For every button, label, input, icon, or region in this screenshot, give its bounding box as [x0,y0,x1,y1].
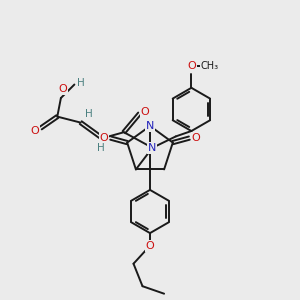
Text: H: H [85,109,93,119]
Text: O: O [30,126,39,136]
Text: H: H [97,143,105,153]
Text: O: O [192,133,200,143]
Text: O: O [146,241,154,251]
Text: O: O [58,84,67,94]
Text: CH₃: CH₃ [201,61,219,71]
Text: O: O [140,107,149,117]
Text: O: O [187,61,196,71]
Text: H: H [77,78,85,88]
Text: O: O [100,133,108,143]
Text: N: N [146,121,154,131]
Text: N: N [148,143,157,153]
